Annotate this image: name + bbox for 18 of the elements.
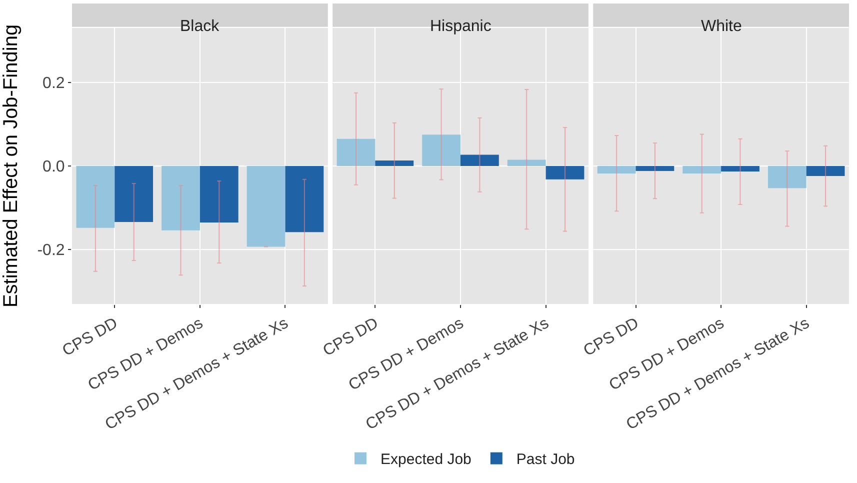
chart-title: White (701, 18, 742, 35)
bar (375, 160, 414, 166)
bar (336, 138, 376, 166)
y-tick-label: 0.0 (42, 158, 65, 176)
x-tick-label: CPS DD (320, 314, 382, 360)
chart-title: Black (180, 18, 220, 35)
bar (546, 166, 584, 180)
chart-title: Hispanic (430, 18, 492, 35)
x-tick-label: CPS DD (580, 314, 642, 360)
y-tick-label: -0.2 (37, 242, 65, 260)
bar (422, 134, 461, 166)
y-tick-label: 0.2 (42, 74, 65, 92)
bar (507, 160, 546, 166)
legend-label: Past Job (516, 451, 575, 468)
legend-label: Expected Job (380, 451, 472, 468)
y-axis-title: Estimated Effect on Job-Finding (0, 24, 22, 308)
x-tick-label: CPS DD (60, 314, 121, 360)
bar (460, 154, 499, 166)
